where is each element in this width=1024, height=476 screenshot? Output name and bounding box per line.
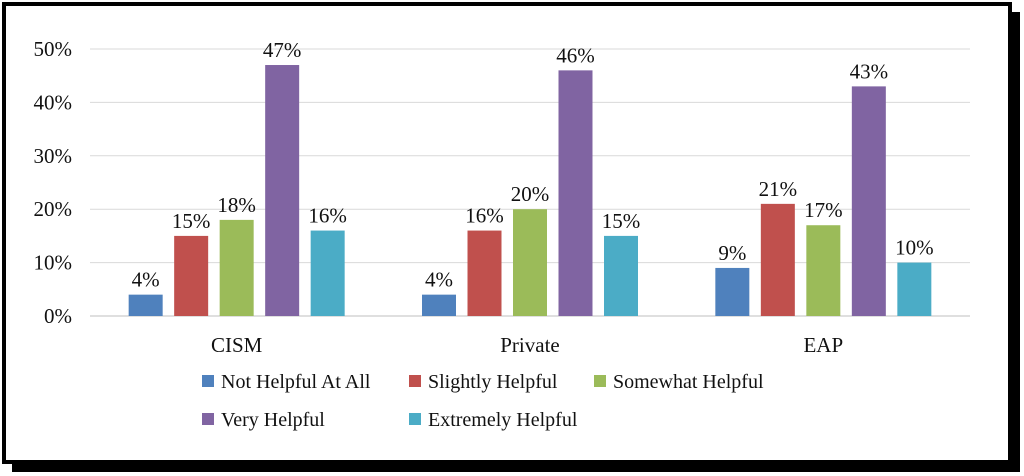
bars <box>128 65 932 317</box>
data-label: 4% <box>425 268 453 292</box>
data-label: 15% <box>602 209 641 233</box>
frame-box <box>2 2 1012 464</box>
data-label: 47% <box>263 38 302 62</box>
bar <box>760 203 795 316</box>
data-label: 15% <box>172 209 211 233</box>
legend-label: Extremely Helpful <box>428 409 578 431</box>
data-label: 9% <box>718 241 746 265</box>
bar <box>265 65 300 317</box>
bar <box>422 294 456 316</box>
bar <box>310 230 345 316</box>
x-category-label: Private <box>500 333 559 357</box>
bar <box>897 262 932 316</box>
y-axis-ticks: 0% 10% 20% 30% 40% 50% <box>34 37 73 328</box>
x-axis-categories: CISM Private EAP <box>211 333 843 357</box>
data-label: 16% <box>308 204 347 228</box>
data-label: 17% <box>804 198 843 222</box>
x-category-label: CISM <box>211 333 263 357</box>
bar <box>715 267 750 316</box>
bar <box>604 235 638 316</box>
bar <box>174 235 209 316</box>
data-labels: 4%15%18%47%16%4%16%20%46%15%9%21%17%43%1… <box>132 38 934 292</box>
data-label: 43% <box>850 59 889 83</box>
legend-swatch <box>594 375 606 387</box>
y-tick-label: 30% <box>34 144 73 168</box>
legend: Not Helpful At All Slightly Helpful Somewh… <box>202 371 764 431</box>
bar <box>219 219 254 316</box>
data-label: 4% <box>132 268 160 292</box>
legend-swatch <box>202 375 214 387</box>
x-category-label: EAP <box>803 333 843 357</box>
legend-label: Not Helpful At All <box>221 371 371 393</box>
legend-label: Slightly Helpful <box>428 371 558 393</box>
y-tick-label: 20% <box>34 197 73 221</box>
legend-label: Somewhat Helpful <box>613 371 764 393</box>
legend-swatch <box>409 375 421 387</box>
data-label: 46% <box>556 43 595 67</box>
data-label: 18% <box>217 193 256 217</box>
bar <box>851 86 886 316</box>
bar <box>806 225 841 316</box>
data-label: 20% <box>511 182 550 206</box>
bar <box>467 230 502 316</box>
data-label: 16% <box>465 204 504 228</box>
y-tick-label: 0% <box>44 304 72 328</box>
bar <box>128 294 163 316</box>
data-label: 10% <box>895 236 934 260</box>
bar <box>558 70 593 316</box>
bar <box>513 209 547 316</box>
legend-swatch <box>202 413 214 425</box>
y-tick-label: 40% <box>34 90 73 114</box>
legend-label: Very Helpful <box>221 409 325 431</box>
y-tick-label: 10% <box>34 251 73 275</box>
data-label: 21% <box>759 177 798 201</box>
legend-swatch <box>409 413 421 425</box>
y-tick-label: 50% <box>34 37 73 61</box>
